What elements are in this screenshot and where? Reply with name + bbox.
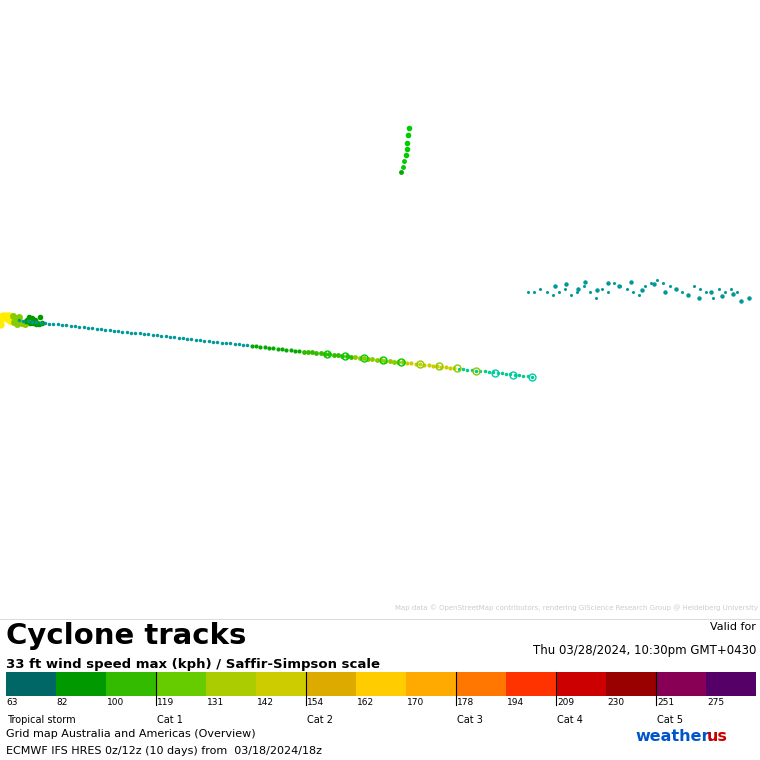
Text: Beijing: Beijing: [61, 198, 87, 206]
Text: Yakutsk: Yakutsk: [133, 90, 162, 100]
Text: Hanoi: Hanoi: [19, 239, 41, 249]
Text: Dili: Dili: [128, 298, 141, 307]
Text: Cat 4: Cat 4: [557, 714, 583, 724]
Text: Valid for: Valid for: [711, 622, 756, 632]
Text: Harbin: Harbin: [118, 169, 144, 179]
Bar: [556, 672, 606, 696]
Text: 251: 251: [657, 698, 674, 707]
Text: 194: 194: [507, 698, 524, 707]
Text: Phnom Penh: Phnom Penh: [29, 270, 76, 279]
Text: Grid map Australia and Americas (Overview): Grid map Australia and Americas (Overvie…: [6, 729, 255, 739]
Text: 230: 230: [607, 698, 624, 707]
Text: Manado: Manado: [163, 255, 194, 264]
Text: Ulaanbaatar: Ulaanbaatar: [19, 156, 67, 165]
Text: 178: 178: [457, 698, 474, 707]
Text: Tokyo: Tokyo: [220, 184, 242, 193]
Text: Wellington: Wellington: [367, 483, 408, 492]
Text: Honolulu: Honolulu: [448, 250, 483, 259]
Text: Guadalajara: Guadalajara: [699, 231, 746, 240]
Text: San Francisco: San Francisco: [676, 165, 729, 174]
Text: Shanghai: Shanghai: [110, 219, 146, 228]
Text: Chengdu: Chengdu: [46, 220, 80, 229]
Text: Suva: Suva: [338, 286, 357, 295]
Text: Singapore: Singapore: [30, 298, 69, 307]
Bar: [456, 672, 506, 696]
Bar: [306, 672, 356, 696]
Text: Auckland: Auckland: [363, 467, 399, 477]
Bar: [6, 672, 56, 696]
Text: Seattle: Seattle: [680, 141, 708, 150]
Text: This service is based on data and products of the European Centre for Medium-ran: This service is based on data and produc…: [6, 5, 564, 15]
Text: Hohhot: Hohhot: [38, 196, 66, 205]
Text: Komsomolsk-on-Amur: Komsomolsk-on-Amur: [232, 141, 315, 150]
Text: Hong Kong: Hong Kong: [72, 237, 114, 245]
Bar: [356, 672, 406, 696]
Text: ECMWF IFS HRES 0z/12z (10 days) from  03/18/2024/18z: ECMWF IFS HRES 0z/12z (10 days) from 03/…: [6, 746, 322, 755]
Text: 82: 82: [57, 698, 68, 707]
Text: Magadan: Magadan: [346, 129, 382, 138]
Text: Cyclone tracks: Cyclone tracks: [6, 622, 246, 651]
Bar: [156, 672, 206, 696]
Text: Cat 1: Cat 1: [157, 714, 182, 724]
Text: Culiacán: Culiacán: [692, 211, 725, 220]
Text: 275: 275: [707, 698, 724, 707]
Bar: [706, 672, 756, 696]
Bar: [206, 672, 256, 696]
Text: 100: 100: [107, 698, 124, 707]
Text: 119: 119: [157, 698, 174, 707]
Text: Irkutsk: Irkutsk: [19, 130, 46, 139]
Text: us: us: [707, 729, 727, 744]
Text: Cat 3: Cat 3: [457, 714, 483, 724]
Text: Cat 2: Cat 2: [307, 714, 333, 724]
Text: Port Moresby: Port Moresby: [236, 292, 286, 301]
Text: Sapporo: Sapporo: [243, 158, 275, 167]
Text: Anchorage: Anchorage: [521, 93, 562, 103]
Text: Adelaide: Adelaide: [186, 416, 220, 425]
Text: Kota Bharu: Kota Bharu: [25, 286, 68, 295]
Text: 33 ft wind speed max (kph) / Saffir-Simpson scale: 33 ft wind speed max (kph) / Saffir-Simp…: [6, 657, 380, 671]
Bar: [606, 672, 656, 696]
Text: Map data © OpenStreetMap contributors, rendering GIScience Research Group @ Heid: Map data © OpenStreetMap contributors, r…: [395, 604, 758, 611]
Text: 209: 209: [557, 698, 574, 707]
Text: Baguio: Baguio: [118, 242, 144, 252]
Text: Ulsan: Ulsan: [133, 188, 154, 197]
Bar: [256, 672, 306, 696]
Text: Los Angeles: Los Angeles: [680, 188, 726, 197]
Text: Perth: Perth: [72, 382, 93, 391]
Text: Tropical storm: Tropical storm: [7, 714, 75, 724]
Text: 131: 131: [207, 698, 224, 707]
Text: 142: 142: [257, 698, 274, 707]
Text: Kendari: Kendari: [139, 283, 168, 293]
Bar: [656, 672, 706, 696]
Bar: [406, 672, 456, 696]
Text: Jakarta: Jakarta: [24, 310, 52, 318]
Text: Cat 5: Cat 5: [657, 714, 683, 724]
Bar: [106, 672, 156, 696]
Text: weather.: weather.: [635, 729, 714, 744]
Text: Linfen: Linfen: [30, 213, 54, 222]
Text: Calgary: Calgary: [707, 111, 736, 120]
Bar: [56, 672, 106, 696]
Text: 63: 63: [7, 698, 18, 707]
Text: Canberra: Canberra: [285, 435, 321, 445]
Text: 154: 154: [307, 698, 324, 707]
Text: 170: 170: [407, 698, 424, 707]
Text: 162: 162: [357, 698, 374, 707]
Bar: [506, 672, 556, 696]
Text: Davao City: Davao City: [125, 268, 167, 277]
Text: Thu 03/28/2024, 10:30pm GMT+0430: Thu 03/28/2024, 10:30pm GMT+0430: [533, 644, 756, 657]
Text: Vientiane: Vientiane: [19, 252, 55, 261]
Text: Brisbane: Brisbane: [270, 400, 303, 408]
